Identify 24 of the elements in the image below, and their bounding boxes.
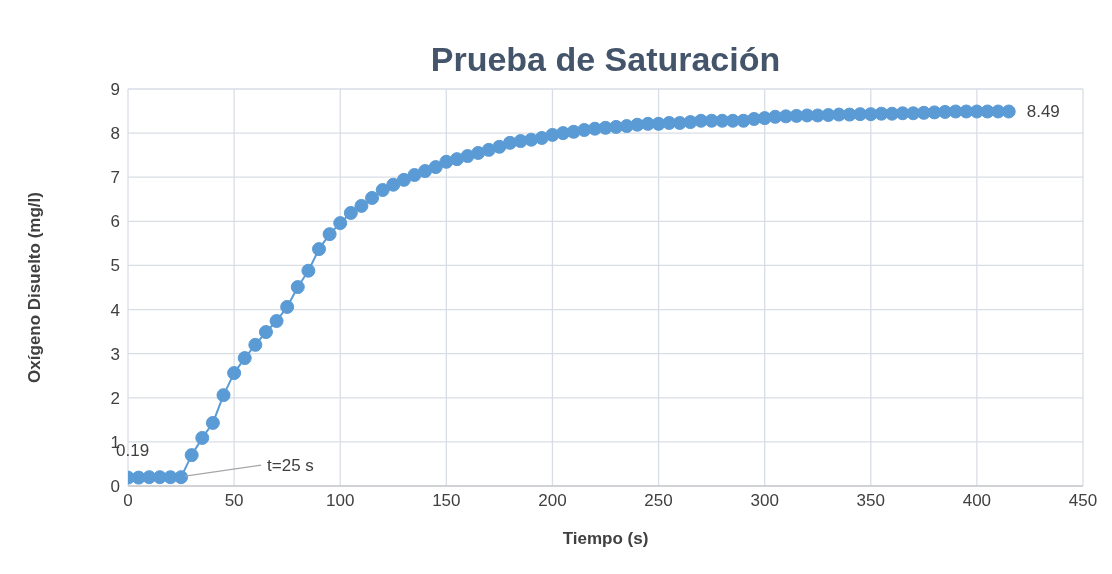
x-tick-label: 200 xyxy=(538,491,567,511)
chart-title: Prueba de Saturación xyxy=(429,40,782,79)
y-tick-label: 0 xyxy=(110,477,120,497)
data-label: 8.49 xyxy=(1026,102,1060,122)
x-tick-label: 100 xyxy=(326,491,355,511)
y-tick-label: 8 xyxy=(110,124,120,144)
x-tick-label: 150 xyxy=(432,491,461,511)
x-tick-label: 0 xyxy=(123,491,133,511)
x-tick-label: 300 xyxy=(750,491,779,511)
x-axis-title: Tiempo (s) xyxy=(562,529,649,548)
y-tick-label: 7 xyxy=(110,168,120,188)
y-tick-label: 5 xyxy=(110,256,120,276)
x-tick-label: 350 xyxy=(856,491,885,511)
x-tick-label: 400 xyxy=(962,491,992,511)
y-tick-label: 4 xyxy=(110,300,120,320)
y-tick-label: 3 xyxy=(110,344,120,364)
y-axis-title: Oxígeno Disuelto (mg/l) xyxy=(25,192,45,383)
x-tick-label: 50 xyxy=(224,491,244,511)
x-tick-label: 250 xyxy=(644,491,673,511)
x-tick-label: 450 xyxy=(1068,491,1098,511)
y-tick-label: 2 xyxy=(110,388,120,408)
annotation: t=25 s xyxy=(267,456,314,476)
y-tick-label: 9 xyxy=(110,80,120,100)
y-tick-label: 6 xyxy=(110,212,120,232)
